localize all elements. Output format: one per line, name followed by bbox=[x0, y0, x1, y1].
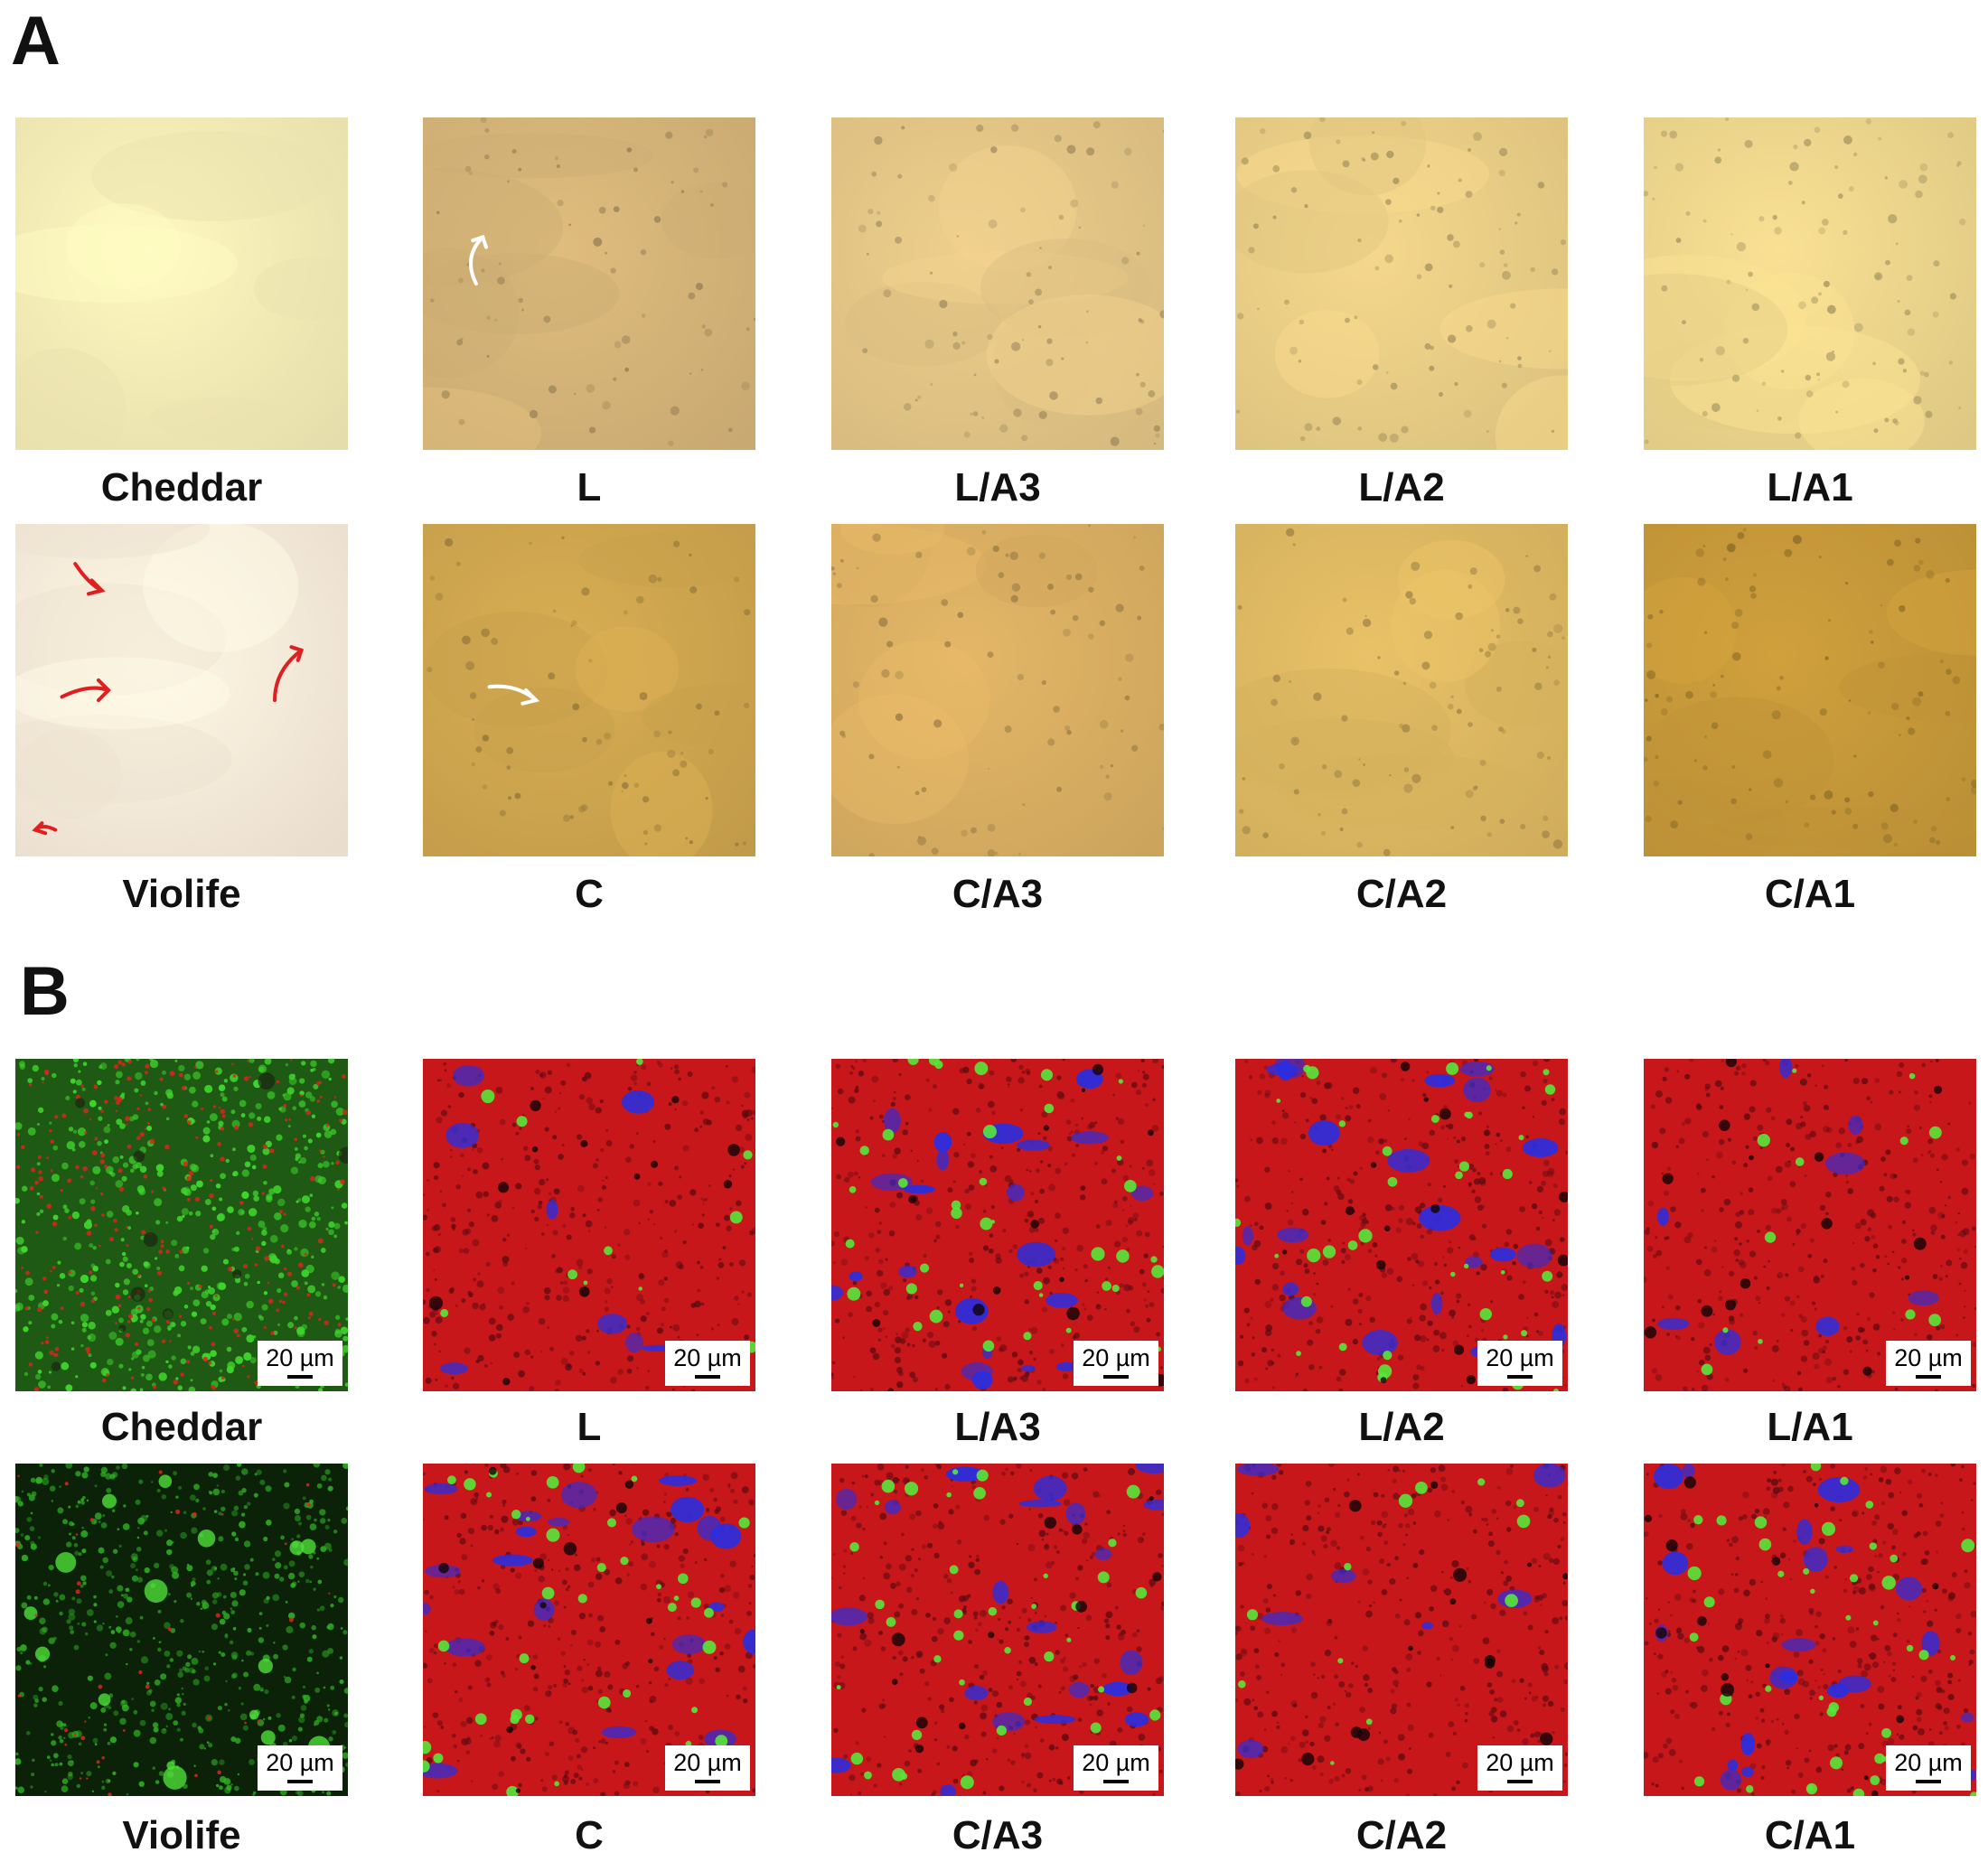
scale-bar-line bbox=[1916, 1375, 1941, 1379]
scale-bar-label: 20 µm bbox=[1082, 1749, 1150, 1776]
micrograph-l-a1: 20 µm bbox=[1644, 1059, 1976, 1391]
label-a-row1-2: L bbox=[577, 465, 602, 510]
scale-bar: 20 µm bbox=[258, 1745, 342, 1791]
label-a-row2-5: C/A1 bbox=[1764, 872, 1856, 916]
label-b-row2-2: C bbox=[575, 1813, 604, 1857]
scale-bar-label: 20 µm bbox=[266, 1749, 334, 1776]
label-b-row2-4: C/A2 bbox=[1355, 1813, 1448, 1857]
label-b-row1-5: L/A1 bbox=[1767, 1405, 1853, 1449]
label-a-row2-3: C/A3 bbox=[952, 872, 1044, 916]
label-a-row1-3: L/A3 bbox=[954, 465, 1041, 510]
photo-cheddar bbox=[15, 117, 348, 450]
scale-bar-line bbox=[287, 1375, 313, 1379]
label-a-row1-5: L/A1 bbox=[1767, 465, 1853, 510]
scale-bar-label: 20 µm bbox=[673, 1344, 742, 1371]
scale-bar: 20 µm bbox=[1477, 1341, 1562, 1386]
label-a-row2-2: C bbox=[575, 872, 604, 916]
scale-bar: 20 µm bbox=[665, 1745, 750, 1791]
scale-bar: 20 µm bbox=[665, 1341, 750, 1386]
scale-bar: 20 µm bbox=[1477, 1745, 1562, 1791]
micrograph-c-a1: 20 µm bbox=[1644, 1464, 1976, 1796]
scale-bar: 20 µm bbox=[1886, 1341, 1971, 1386]
micrograph-c-a2: 20 µm bbox=[1235, 1464, 1568, 1796]
label-b-row1-4: L/A2 bbox=[1358, 1405, 1445, 1449]
micrograph-violife: 20 µm bbox=[15, 1464, 348, 1796]
scale-bar-label: 20 µm bbox=[1486, 1749, 1554, 1776]
scale-bar-line bbox=[1103, 1780, 1129, 1783]
photo-c-a3 bbox=[831, 524, 1164, 856]
photo-l-a2 bbox=[1235, 117, 1568, 450]
micrograph-c: 20 µm bbox=[423, 1464, 755, 1796]
scale-bar-line bbox=[695, 1780, 720, 1783]
label-a-row1-1: Cheddar bbox=[100, 465, 263, 510]
scale-bar: 20 µm bbox=[258, 1341, 342, 1386]
scale-bar-label: 20 µm bbox=[266, 1344, 334, 1371]
panel-a-letter: A bbox=[11, 3, 61, 80]
micrograph-l-a2: 20 µm bbox=[1235, 1059, 1568, 1391]
label-a-row2-1: Violife bbox=[122, 872, 241, 916]
photo-violife bbox=[15, 524, 348, 856]
photo-l-a3 bbox=[831, 117, 1164, 450]
scale-bar-line bbox=[287, 1780, 313, 1783]
label-b-row1-1: Cheddar bbox=[100, 1405, 263, 1449]
photo-c bbox=[423, 524, 755, 856]
photo-l bbox=[423, 117, 755, 450]
scale-bar: 20 µm bbox=[1886, 1745, 1971, 1791]
scale-bar-line bbox=[1507, 1780, 1533, 1783]
label-a-row2-4: C/A2 bbox=[1355, 872, 1448, 916]
label-b-row2-1: Violife bbox=[122, 1813, 241, 1857]
scale-bar-label: 20 µm bbox=[673, 1749, 742, 1776]
scale-bar-label: 20 µm bbox=[1894, 1749, 1963, 1776]
panel-b-letter: B bbox=[20, 953, 70, 1030]
scale-bar-line bbox=[1103, 1375, 1129, 1379]
label-b-row1-3: L/A3 bbox=[954, 1405, 1041, 1449]
photo-c-a2 bbox=[1235, 524, 1568, 856]
scale-bar-label: 20 µm bbox=[1486, 1344, 1554, 1371]
micrograph-l-a3: 20 µm bbox=[831, 1059, 1164, 1391]
label-b-row2-3: C/A3 bbox=[952, 1813, 1044, 1857]
micrograph-c-a3: 20 µm bbox=[831, 1464, 1164, 1796]
scale-bar: 20 µm bbox=[1074, 1341, 1158, 1386]
scale-bar: 20 µm bbox=[1074, 1745, 1158, 1791]
photo-c-a1 bbox=[1644, 524, 1976, 856]
scale-bar-line bbox=[695, 1375, 720, 1379]
scale-bar-label: 20 µm bbox=[1082, 1344, 1150, 1371]
micrograph-l: 20 µm bbox=[423, 1059, 755, 1391]
scale-bar-label: 20 µm bbox=[1894, 1344, 1963, 1371]
micrograph-cheddar: 20 µm bbox=[15, 1059, 348, 1391]
label-a-row1-4: L/A2 bbox=[1358, 465, 1445, 510]
scale-bar-line bbox=[1916, 1780, 1941, 1783]
photo-l-a1 bbox=[1644, 117, 1976, 450]
label-b-row1-2: L bbox=[577, 1405, 602, 1449]
label-b-row2-5: C/A1 bbox=[1764, 1813, 1856, 1857]
scale-bar-line bbox=[1507, 1375, 1533, 1379]
